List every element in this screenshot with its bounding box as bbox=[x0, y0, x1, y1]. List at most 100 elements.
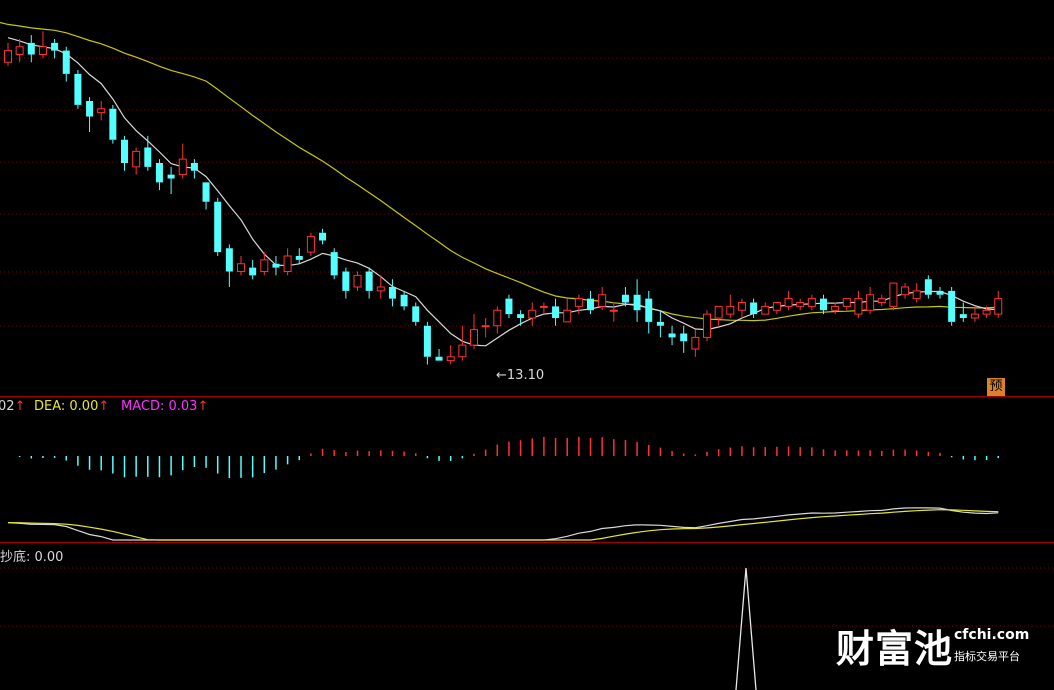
candle-body bbox=[691, 336, 700, 350]
candle-body bbox=[167, 174, 175, 179]
candle-body bbox=[190, 163, 198, 171]
candle-body bbox=[38, 46, 47, 55]
signal-spike bbox=[735, 567, 757, 690]
watermark-url: cfchi.com bbox=[954, 627, 1030, 643]
candle-body bbox=[633, 294, 641, 311]
candle-body bbox=[714, 305, 723, 319]
candle-body bbox=[948, 290, 956, 322]
dif-label: 02↑ bbox=[0, 399, 26, 414]
candle-body bbox=[587, 298, 594, 311]
macd-label: MACD: 0.03↑ bbox=[121, 399, 209, 414]
candle-body bbox=[97, 108, 106, 114]
candle-body bbox=[27, 42, 35, 55]
candle-body bbox=[982, 309, 991, 315]
dea-label: DEA: 0.00↑ bbox=[34, 399, 110, 414]
candle-body bbox=[609, 309, 618, 312]
candle-body bbox=[574, 298, 583, 307]
candle-body bbox=[668, 333, 676, 338]
candle-body bbox=[680, 333, 688, 342]
candle-body bbox=[807, 298, 816, 307]
candle-body bbox=[924, 279, 932, 295]
candle-body bbox=[272, 263, 280, 268]
candle-body bbox=[970, 313, 979, 319]
candle-body bbox=[772, 302, 781, 311]
dif-line bbox=[7, 507, 999, 541]
candle-body bbox=[505, 298, 513, 315]
candle-body bbox=[645, 298, 653, 322]
candle-body bbox=[726, 305, 735, 315]
candle-body bbox=[889, 282, 898, 307]
candle-body bbox=[621, 294, 629, 303]
candle-body bbox=[306, 236, 315, 253]
candle-body bbox=[750, 302, 758, 315]
candle-body bbox=[703, 313, 711, 338]
candle-body bbox=[446, 356, 455, 362]
candle-body bbox=[283, 255, 292, 272]
candle-body bbox=[249, 267, 257, 276]
candle-body bbox=[400, 294, 408, 307]
candle-body bbox=[563, 309, 572, 323]
candle-body bbox=[854, 298, 863, 315]
candle-body bbox=[737, 302, 746, 311]
candle-body bbox=[423, 325, 431, 357]
candle-body bbox=[528, 309, 537, 319]
candle-body bbox=[225, 248, 233, 272]
candle-body bbox=[15, 46, 24, 55]
candle-body bbox=[178, 158, 187, 176]
candle-body bbox=[74, 73, 82, 105]
fast-moving-average bbox=[7, 37, 999, 347]
candle-body bbox=[820, 298, 827, 311]
candle-body bbox=[365, 271, 373, 291]
candle-body bbox=[598, 294, 607, 307]
candle-body bbox=[517, 314, 525, 318]
candle-body bbox=[144, 147, 152, 167]
candle-body bbox=[353, 274, 362, 288]
candle-body bbox=[330, 252, 338, 276]
candle-body bbox=[121, 139, 128, 163]
candle-body bbox=[761, 305, 770, 315]
candle-body bbox=[342, 271, 350, 291]
candle-body bbox=[866, 294, 875, 311]
candle-body bbox=[109, 108, 117, 140]
candle-body bbox=[260, 259, 269, 272]
candle-body bbox=[458, 344, 467, 358]
candle-body bbox=[319, 232, 327, 241]
candle-body bbox=[493, 309, 502, 327]
candle-body bbox=[4, 50, 12, 63]
slow-moving-average bbox=[0, 21, 999, 322]
candle-body bbox=[388, 287, 396, 299]
candle-body bbox=[831, 305, 840, 311]
candle-body bbox=[656, 321, 664, 326]
candle-body bbox=[470, 329, 478, 346]
candle-body bbox=[202, 182, 210, 202]
candle-body bbox=[86, 101, 94, 117]
candle-body bbox=[132, 150, 141, 168]
candle-body bbox=[412, 306, 420, 322]
dea-line bbox=[7, 509, 999, 541]
candle-body bbox=[435, 356, 443, 361]
candle-body bbox=[912, 290, 921, 300]
candle-body bbox=[784, 298, 793, 307]
candle-body bbox=[539, 305, 548, 308]
watermark-brand: 财富池 bbox=[836, 627, 954, 671]
candle-body bbox=[552, 306, 560, 318]
watermark-tagline: 指标交易平台 bbox=[954, 650, 1020, 663]
candle-body bbox=[901, 286, 910, 296]
candle-body bbox=[796, 302, 805, 307]
candle-body bbox=[376, 286, 385, 292]
candle-body bbox=[936, 290, 944, 295]
candle-body bbox=[877, 298, 886, 303]
candle-body bbox=[295, 256, 303, 260]
candle-body bbox=[237, 263, 245, 272]
candle-body bbox=[481, 325, 490, 328]
low-price-marker: ←13.10 bbox=[496, 368, 545, 383]
candle-body bbox=[214, 201, 222, 253]
candle-body bbox=[994, 298, 1003, 315]
forecast-tag[interactable]: 预 bbox=[987, 378, 1005, 396]
candle-body bbox=[155, 163, 163, 183]
candle-body bbox=[62, 50, 70, 74]
candle-body bbox=[51, 42, 59, 51]
bottom-signal-label: 抄底: 0.00 bbox=[0, 550, 64, 565]
